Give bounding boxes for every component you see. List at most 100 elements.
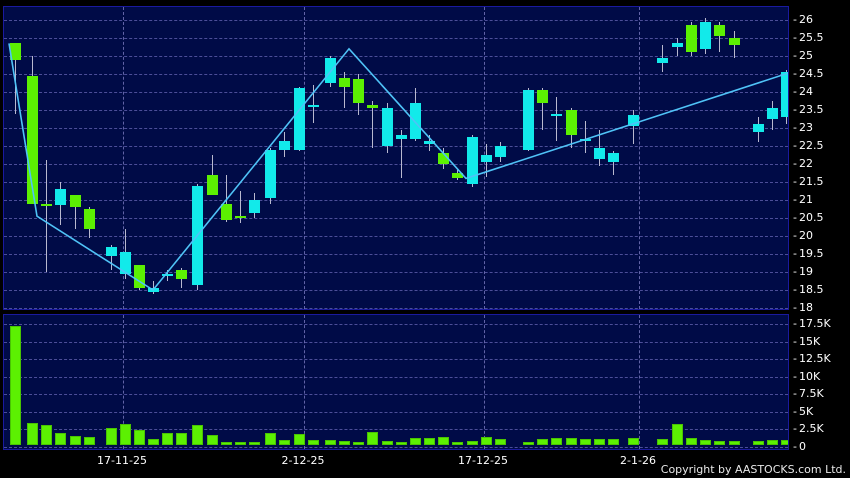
volume-bar[interactable] xyxy=(148,438,159,445)
volume-bar[interactable] xyxy=(672,423,683,445)
candle-body[interactable] xyxy=(594,147,605,159)
volume-bar[interactable] xyxy=(235,442,246,445)
volume-bar[interactable] xyxy=(55,433,66,445)
volume-axis-tick: -0 xyxy=(793,440,806,453)
candle-body[interactable] xyxy=(495,146,506,157)
volume-bar[interactable] xyxy=(424,437,435,445)
volume-bar[interactable] xyxy=(294,433,305,445)
volume-bar[interactable] xyxy=(325,440,336,445)
candle-body[interactable] xyxy=(481,155,492,163)
volume-bar[interactable] xyxy=(265,432,276,445)
volume-bar[interactable] xyxy=(580,439,591,445)
volume-bar[interactable] xyxy=(628,437,639,445)
candle-body[interactable] xyxy=(235,216,246,219)
price-plot-area[interactable] xyxy=(4,7,788,309)
volume-bar[interactable] xyxy=(781,440,788,445)
volume-bar[interactable] xyxy=(353,441,364,445)
volume-bar[interactable] xyxy=(308,440,319,445)
volume-bar[interactable] xyxy=(10,326,21,445)
volume-bar[interactable] xyxy=(495,439,506,445)
candle-body[interactable] xyxy=(265,149,276,199)
volume-bar[interactable] xyxy=(134,429,145,445)
candle-body[interactable] xyxy=(106,246,117,256)
candle-body[interactable] xyxy=(134,264,145,289)
candle-body[interactable] xyxy=(608,153,619,163)
volume-bar[interactable] xyxy=(192,425,203,445)
volume-bar[interactable] xyxy=(382,440,393,445)
candle-body[interactable] xyxy=(781,72,788,118)
candle-body[interactable] xyxy=(279,140,290,150)
candle-body[interactable] xyxy=(353,79,364,103)
volume-bar[interactable] xyxy=(467,440,478,445)
volume-bar[interactable] xyxy=(657,439,668,445)
candle-body[interactable] xyxy=(767,108,778,119)
volume-bar[interactable] xyxy=(523,442,534,445)
candle-body[interactable] xyxy=(700,21,711,49)
candle-body[interactable] xyxy=(207,174,218,195)
volume-bar[interactable] xyxy=(537,439,548,445)
candle-body[interactable] xyxy=(55,189,66,206)
volume-bar[interactable] xyxy=(700,440,711,445)
candle-body[interactable] xyxy=(753,124,764,132)
volume-bar[interactable] xyxy=(70,435,81,445)
volume-chart-panel[interactable] xyxy=(3,314,789,450)
volume-bar[interactable] xyxy=(438,436,449,445)
candle-body[interactable] xyxy=(221,203,232,220)
volume-bar[interactable] xyxy=(279,439,290,445)
volume-bar[interactable] xyxy=(41,425,52,445)
candle-body[interactable] xyxy=(686,25,697,53)
volume-bar[interactable] xyxy=(162,433,173,445)
candle-body[interactable] xyxy=(467,137,478,184)
candle-body[interactable] xyxy=(396,135,407,139)
volume-bar[interactable] xyxy=(27,422,38,445)
volume-bar[interactable] xyxy=(106,428,117,445)
candle-body[interactable] xyxy=(729,38,740,46)
volume-bar[interactable] xyxy=(729,440,740,445)
candle-body[interactable] xyxy=(176,270,187,280)
volume-bar[interactable] xyxy=(714,440,725,445)
candle-body[interactable] xyxy=(523,90,534,150)
price-chart-panel[interactable] xyxy=(3,6,789,310)
candle-body[interactable] xyxy=(84,209,95,229)
volume-bar[interactable] xyxy=(249,441,260,445)
candle-body[interactable] xyxy=(249,200,260,213)
volume-bar[interactable] xyxy=(753,440,764,445)
volume-bar[interactable] xyxy=(686,437,697,445)
volume-bar[interactable] xyxy=(84,436,95,445)
candle-body[interactable] xyxy=(382,108,393,146)
candle-body[interactable] xyxy=(367,104,378,109)
candle-body[interactable] xyxy=(162,273,173,276)
candle-body[interactable] xyxy=(537,90,548,103)
volume-bar[interactable] xyxy=(608,438,619,445)
volume-bar[interactable] xyxy=(221,441,232,445)
volume-bar[interactable] xyxy=(594,439,605,445)
candle-body[interactable] xyxy=(657,57,668,64)
volume-bar[interactable] xyxy=(176,433,187,445)
candle-body[interactable] xyxy=(308,104,319,107)
candle-body[interactable] xyxy=(672,43,683,47)
volume-bar[interactable] xyxy=(410,437,421,445)
candle-body[interactable] xyxy=(294,88,305,150)
candle-wick xyxy=(344,72,345,109)
volume-bar[interactable] xyxy=(367,432,378,445)
candle-body[interactable] xyxy=(566,110,577,136)
volume-bar[interactable] xyxy=(207,435,218,445)
candle-body[interactable] xyxy=(339,77,350,87)
date-gridline xyxy=(304,7,305,309)
candle-body[interactable] xyxy=(628,115,639,127)
candle-body[interactable] xyxy=(714,25,725,37)
volume-bar[interactable] xyxy=(339,440,350,445)
volume-bar[interactable] xyxy=(120,423,131,445)
volume-bar[interactable] xyxy=(481,437,492,445)
candle-body[interactable] xyxy=(410,102,421,139)
volume-bar[interactable] xyxy=(452,441,463,445)
volume-bar[interactable] xyxy=(551,437,562,445)
volume-bar[interactable] xyxy=(767,440,778,445)
volume-bar[interactable] xyxy=(396,442,407,445)
candle-body[interactable] xyxy=(551,113,562,116)
candle-body[interactable] xyxy=(27,75,38,204)
candle-body[interactable] xyxy=(70,194,81,208)
candle-body[interactable] xyxy=(41,203,52,206)
volume-bar[interactable] xyxy=(566,437,577,445)
volume-plot-area[interactable] xyxy=(4,315,788,449)
